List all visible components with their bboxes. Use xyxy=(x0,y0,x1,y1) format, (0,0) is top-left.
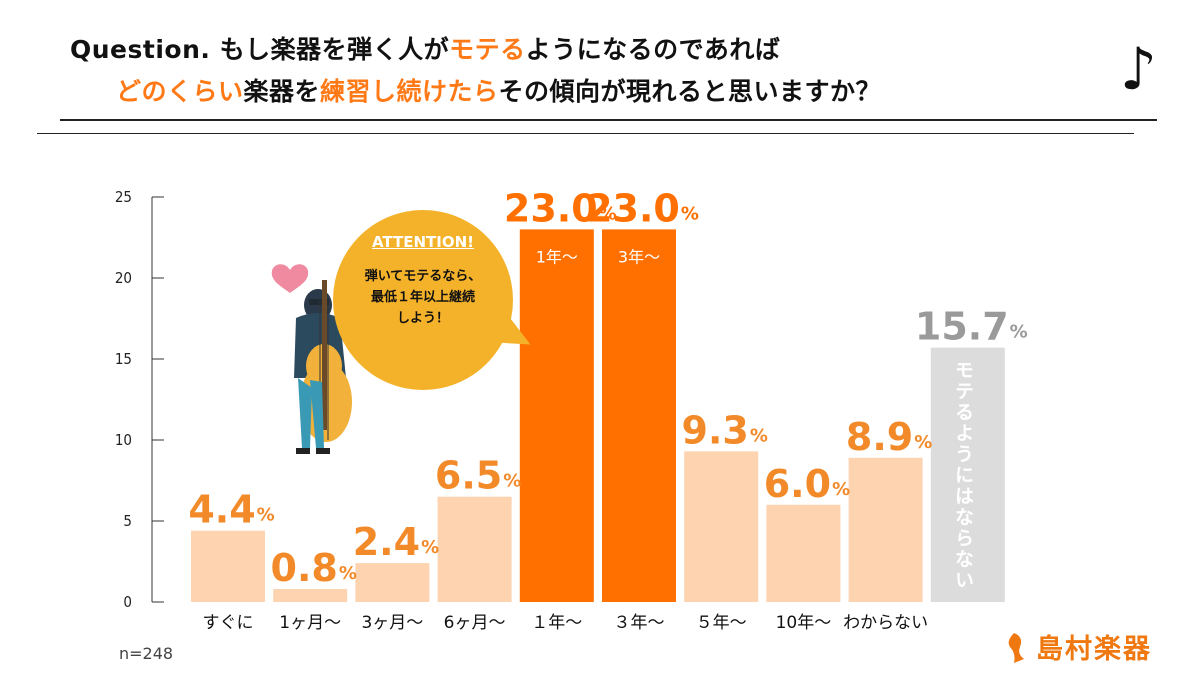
callout-heading: ATTENTION! xyxy=(371,233,474,251)
bar-value-label: 23.0 xyxy=(586,186,680,230)
shimamura-logo-icon xyxy=(1008,632,1024,663)
bassist-illustration xyxy=(271,264,352,454)
x-category-label: わからない xyxy=(843,613,928,633)
bar-value-label: 0.8 xyxy=(271,546,338,590)
bar-percent-sign: % xyxy=(750,425,768,446)
header-rule-top xyxy=(60,119,1157,121)
bar-value-label: 8.9 xyxy=(846,415,913,459)
x-category-label: １年〜 xyxy=(531,613,582,633)
bar-0 xyxy=(191,530,265,602)
x-category-label: 3ヶ月〜 xyxy=(361,613,423,633)
y-tick-label: 20 xyxy=(115,269,132,287)
bar-value-label: 6.0 xyxy=(764,462,831,506)
music-note-icon: ♪ xyxy=(1120,35,1158,103)
bar-value-label: 2.4 xyxy=(353,520,420,564)
bar-1 xyxy=(273,589,348,602)
labels-group: 4.4 % すぐに 0.8 % 1ヶ月〜 2.4 % 3ヶ月〜 6.5 % 6ヶ月〜 23.0 % 1年〜 １… xyxy=(188,186,1027,633)
y-tick-label: 25 xyxy=(115,188,132,206)
bar-percent-sign: % xyxy=(503,471,521,492)
question-highlight-how-long: どのくらい xyxy=(116,77,244,106)
gray-bar-in-label: モテるようにはならない xyxy=(952,360,974,591)
y-tick-label: 10 xyxy=(115,431,132,449)
bars-group xyxy=(191,229,1005,602)
x-category-label: 1ヶ月〜 xyxy=(279,613,341,633)
header-rule-bottom xyxy=(37,133,1134,134)
bar-8 xyxy=(848,457,923,602)
y-tick-label: 15 xyxy=(115,350,132,368)
bar-3 xyxy=(437,496,512,602)
y-axis: 0 5 10 15 20 25 xyxy=(115,188,164,611)
bar-percent-sign: % xyxy=(339,563,357,584)
question-text-instrument: 楽器を xyxy=(243,77,321,106)
bar-percent-sign: % xyxy=(1010,322,1028,343)
x-category-label: ５年〜 xyxy=(696,613,747,633)
bar-value-label: 15.7 xyxy=(915,305,1009,349)
bar-inner-label: 1年〜 xyxy=(536,247,578,266)
sample-size: n=248 xyxy=(119,644,174,663)
bar-5 xyxy=(602,229,676,602)
bar-7 xyxy=(766,504,841,602)
y-tick-label: 0 xyxy=(123,593,132,611)
x-category-label: 6ヶ月〜 xyxy=(444,613,506,633)
brand-logo: 島村楽器 xyxy=(1006,627,1152,666)
callout-line-1: 弾いてモテるなら、 xyxy=(364,269,482,284)
callout-line-2: 最低１年以上継続 xyxy=(370,290,475,305)
heart-icon xyxy=(271,264,309,293)
callout-body: 弾いてモテるなら、 最低１年以上継続 しよう！ xyxy=(343,266,503,329)
question-highlight-mote: モテる xyxy=(449,35,526,64)
question-highlight-practice: 練習し続けたら xyxy=(320,77,499,106)
y-tick-label: 5 xyxy=(123,512,132,530)
question-text-end: その傾向が現れると思いますか？ xyxy=(498,77,882,106)
question-line-2: どのくらい楽器を練習し続けたらその傾向が現れると思いますか？ xyxy=(116,72,881,108)
bar-value-label: 9.3 xyxy=(682,408,749,452)
question-text-a: もし楽器を弾く人が xyxy=(219,35,450,64)
bar-value-label: 4.4 xyxy=(188,488,255,532)
bar-percent-sign: % xyxy=(681,203,699,224)
bar-inner-label: 3年〜 xyxy=(618,247,660,266)
callout-line-3: しよう！ xyxy=(396,311,449,326)
bar-9 xyxy=(930,347,1005,602)
x-category-label: 10年〜 xyxy=(776,613,832,633)
bar-percent-sign: % xyxy=(257,505,275,526)
x-category-label: すぐに xyxy=(203,613,254,633)
question-line-1: Question. もし楽器を弾く人がモテるようになるのであれば xyxy=(70,30,780,66)
bar-6 xyxy=(684,451,759,602)
bar-value-label: 23.0 xyxy=(504,186,598,230)
attention-callout xyxy=(333,210,513,390)
question-prefix: Question. xyxy=(70,35,211,64)
bar-percent-sign: % xyxy=(914,432,932,453)
bar-percent-sign: % xyxy=(421,537,439,558)
bar-percent-sign: % xyxy=(832,479,850,500)
bar-percent-sign: % xyxy=(599,203,617,224)
bar-value-label: 6.5 xyxy=(435,454,502,498)
bar-4 xyxy=(519,229,594,602)
brand-name: 島村楽器 xyxy=(1036,634,1152,665)
question-text-c: ようになるのであれば xyxy=(525,35,781,64)
bar-2 xyxy=(355,563,430,602)
x-category-label: ３年〜 xyxy=(614,613,665,633)
